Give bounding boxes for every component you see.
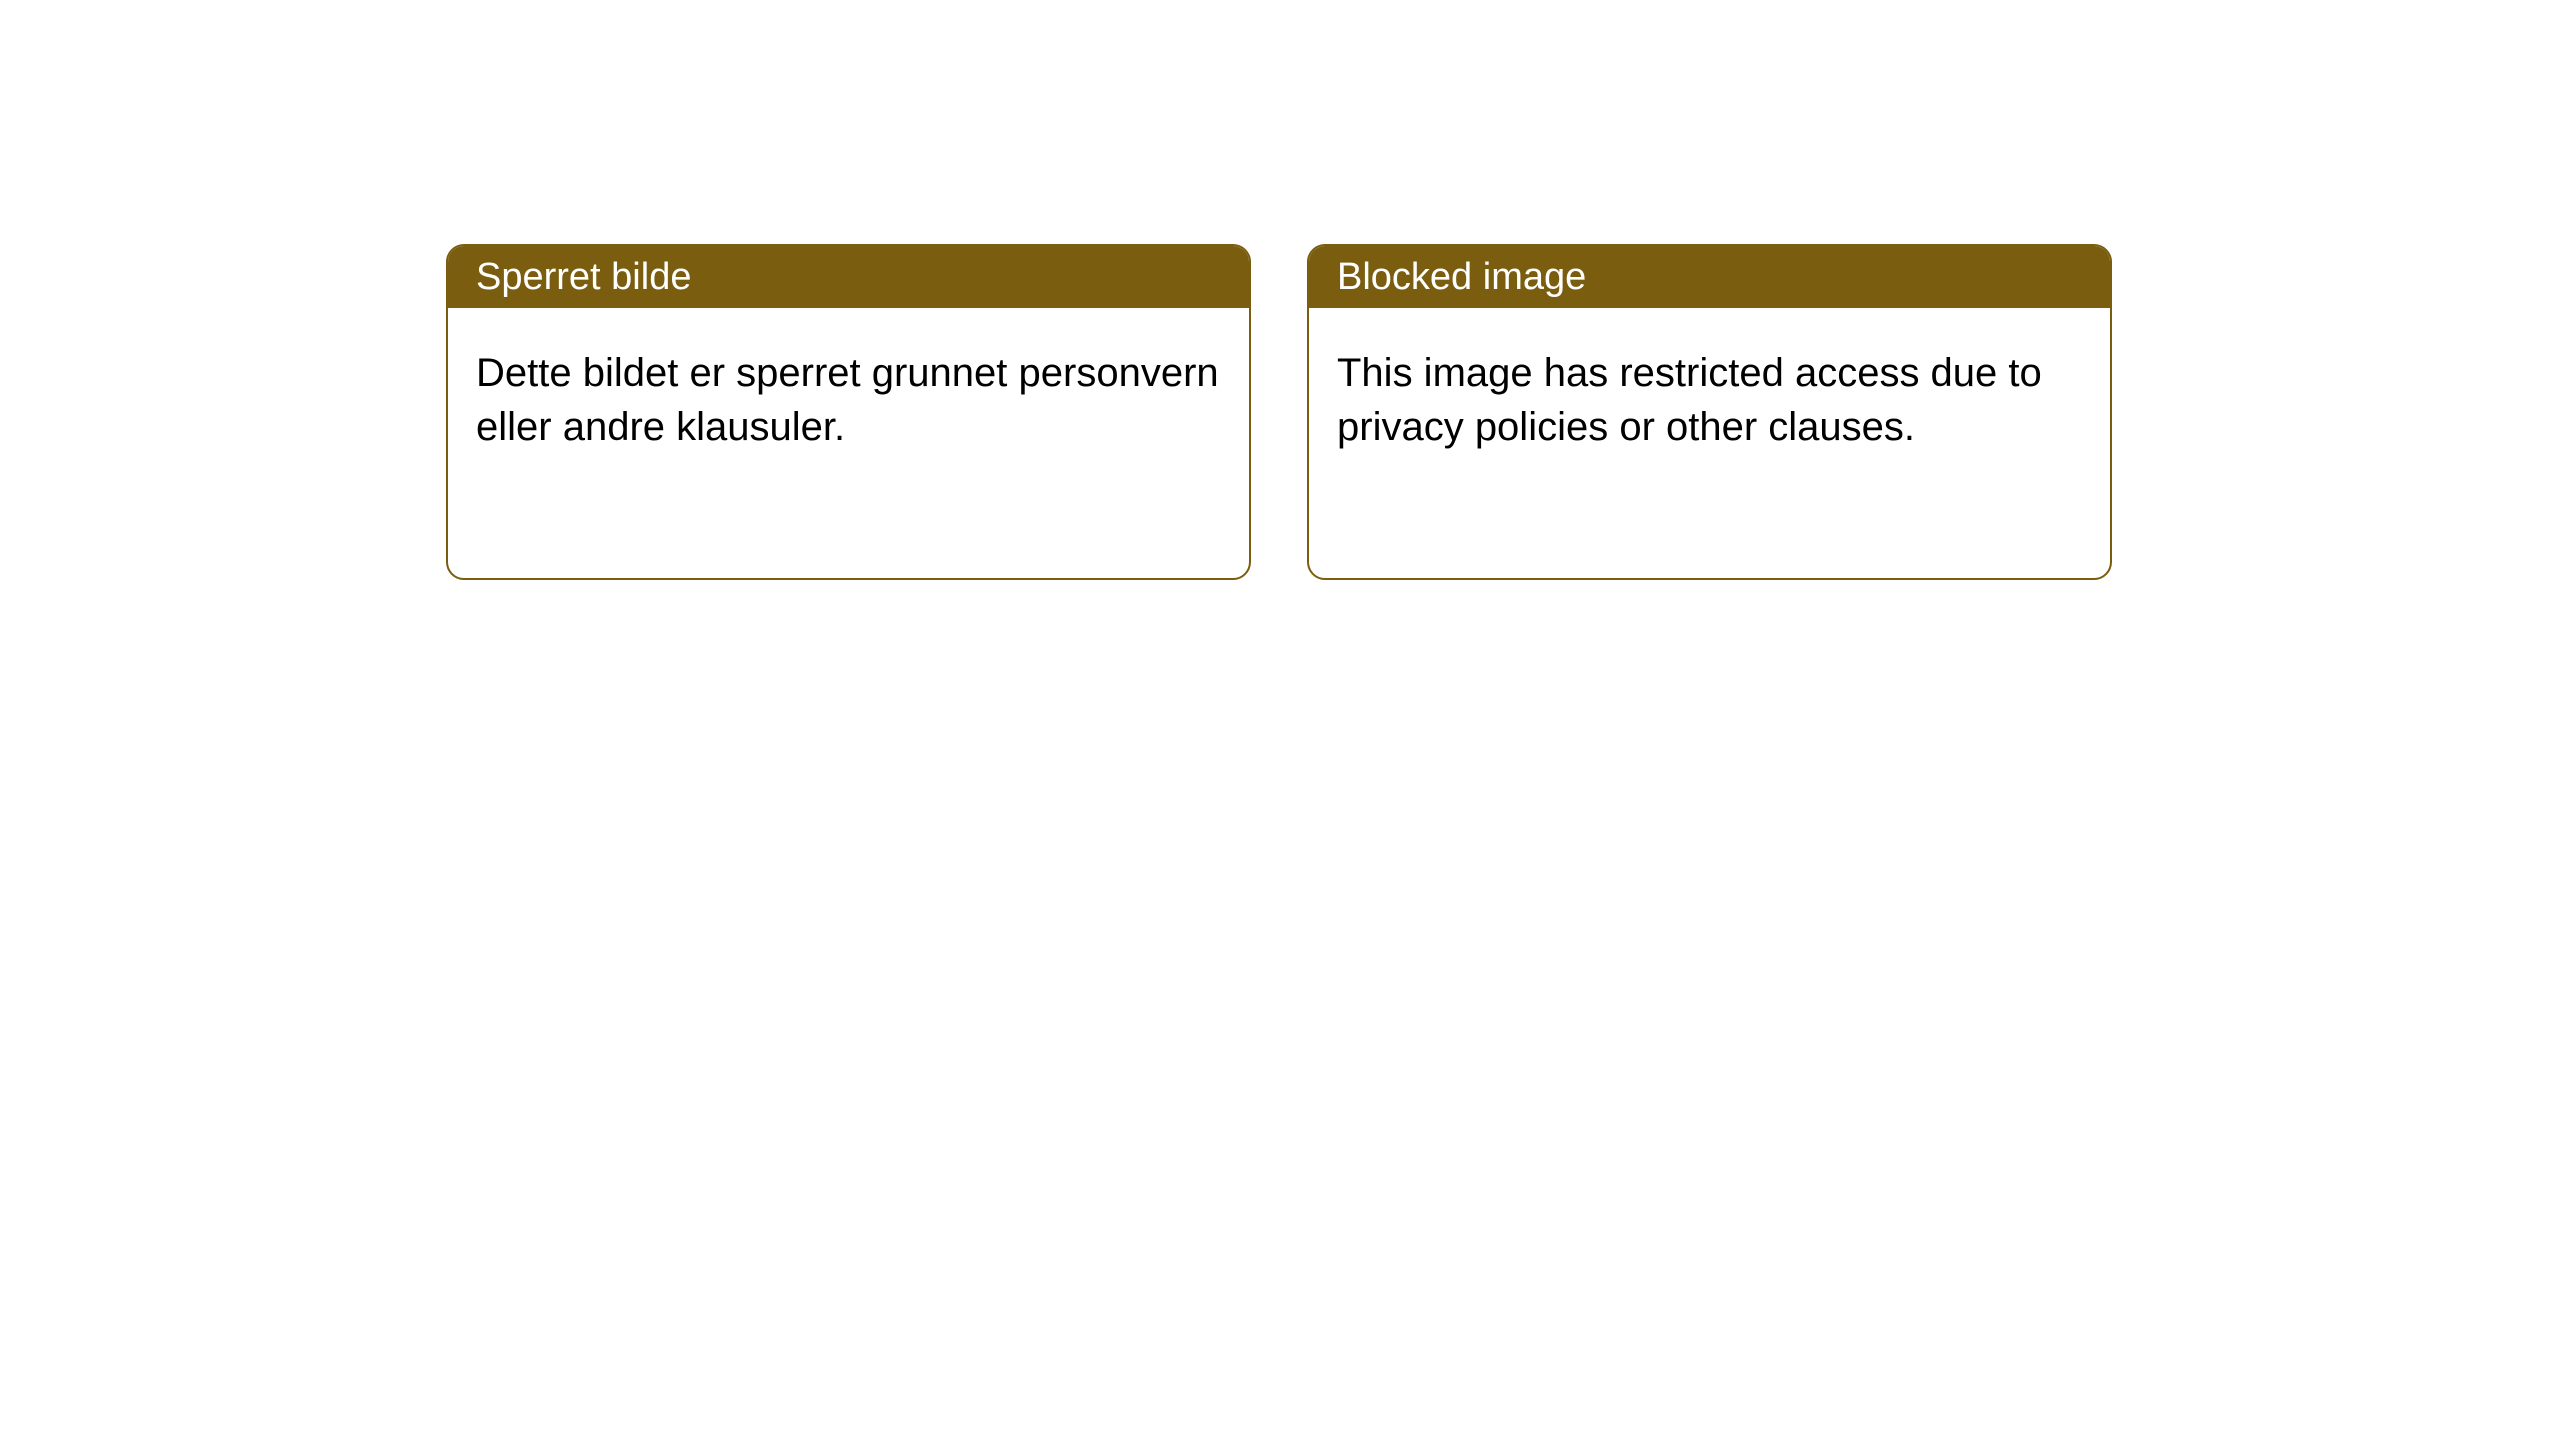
notice-body-text: This image has restricted access due to … bbox=[1337, 351, 2042, 449]
notice-container: Sperret bilde Dette bildet er sperret gr… bbox=[0, 0, 2560, 580]
notice-title: Sperret bilde bbox=[476, 256, 691, 299]
notice-box-english: Blocked image This image has restricted … bbox=[1307, 244, 2112, 580]
notice-body-text: Dette bildet er sperret grunnet personve… bbox=[476, 351, 1219, 449]
notice-header: Sperret bilde bbox=[448, 246, 1249, 308]
notice-body: This image has restricted access due to … bbox=[1309, 308, 2110, 492]
notice-body: Dette bildet er sperret grunnet personve… bbox=[448, 308, 1249, 492]
notice-box-norwegian: Sperret bilde Dette bildet er sperret gr… bbox=[446, 244, 1251, 580]
notice-title: Blocked image bbox=[1337, 256, 1586, 299]
notice-header: Blocked image bbox=[1309, 246, 2110, 308]
